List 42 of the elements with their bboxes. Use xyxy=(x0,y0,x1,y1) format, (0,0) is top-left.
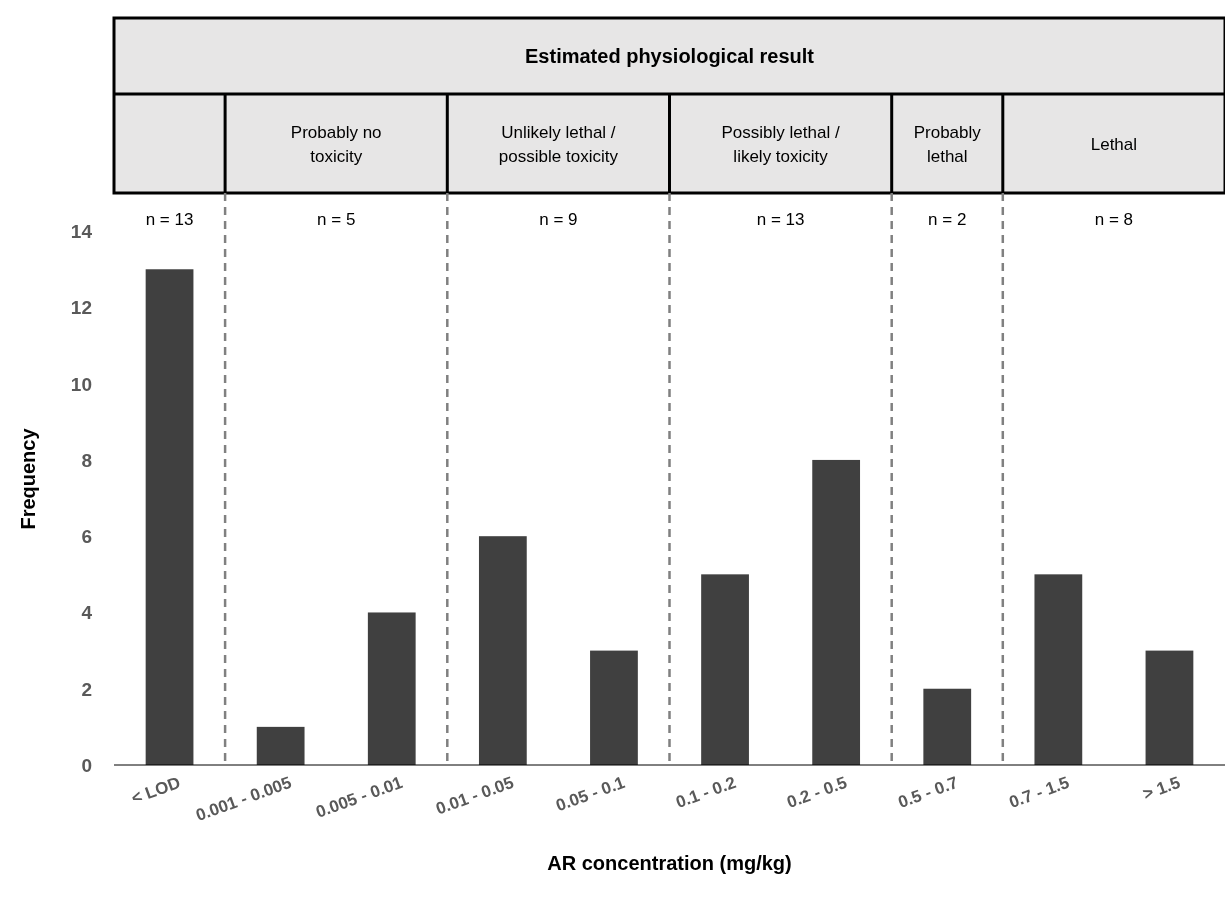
bar xyxy=(1034,574,1083,765)
text: Unlikely lethal / possible toxicity xyxy=(498,122,619,166)
x-tick-label: 0.1 - 0.2 xyxy=(673,772,739,813)
text: Possibly lethal / likely toxicity xyxy=(721,122,840,166)
annotation: n = 8 xyxy=(1094,210,1134,229)
y-tick-label: 4 xyxy=(81,602,93,624)
chart-title: Estimated physiological result xyxy=(525,45,815,67)
bar xyxy=(812,459,861,765)
x-axis-title: AR concentration (mg/kg) xyxy=(547,852,792,874)
text: Probably no toxicity xyxy=(290,122,382,166)
y-tick-label: 2 xyxy=(81,678,92,700)
annotation: n = 2 xyxy=(928,210,967,229)
x-tick-label: > 1.5 xyxy=(1140,772,1183,804)
x-tick-label: < LOD xyxy=(128,772,183,809)
y-tick-label: 10 xyxy=(70,373,92,395)
text: Probably lethal xyxy=(913,122,982,166)
y-axis-title: Frequency xyxy=(17,427,39,530)
bar xyxy=(1145,650,1194,765)
x-tick-label: 0.5 - 0.7 xyxy=(895,772,961,813)
y-tick-label: 8 xyxy=(81,449,92,471)
annotation: n = 5 xyxy=(317,210,356,229)
x-tick-label: 0.2 - 0.5 xyxy=(784,772,850,813)
bar xyxy=(701,574,749,765)
bar xyxy=(367,612,416,765)
x-tick-label: 0.01 - 0.05 xyxy=(433,772,517,819)
y-tick-label: 12 xyxy=(70,297,92,319)
y-tick-label: 6 xyxy=(81,526,92,548)
bar xyxy=(256,726,305,765)
text: Lethal xyxy=(1090,134,1138,154)
bar xyxy=(923,688,972,765)
bar xyxy=(478,536,527,765)
y-tick-label: 0 xyxy=(81,755,92,776)
x-tick-label: 0.7 - 1.5 xyxy=(1006,772,1072,813)
y-tick-label: 14 xyxy=(70,221,93,243)
annotation: n = 9 xyxy=(539,210,578,229)
bar xyxy=(590,650,638,765)
x-tick-label: 0.05 - 0.1 xyxy=(553,772,628,816)
bar xyxy=(145,269,194,765)
annotation: n = 13 xyxy=(145,210,194,229)
annotation: n = 13 xyxy=(756,210,805,229)
x-tick-label: 0.001 - 0.005 xyxy=(193,772,295,826)
x-tick-label: 0.005 - 0.01 xyxy=(313,772,406,822)
